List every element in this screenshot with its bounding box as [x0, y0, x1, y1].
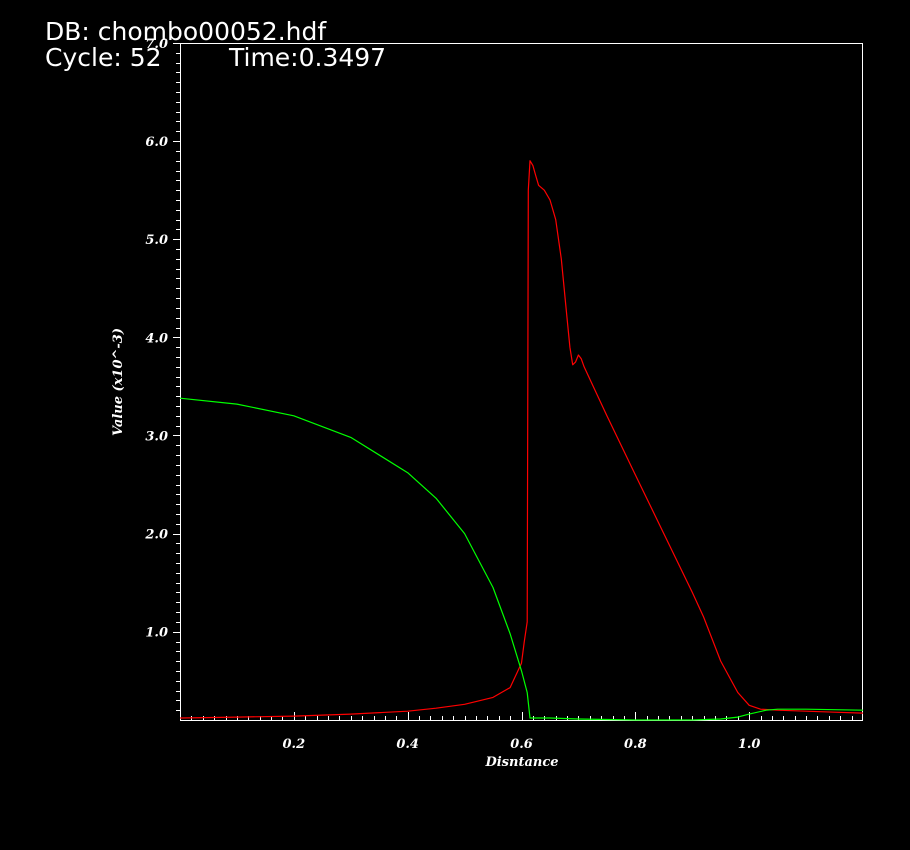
y-tick-label: 2.0 — [144, 528, 168, 543]
cycle-label: Cycle: 52 — [45, 43, 162, 72]
y-tick-label: 6.0 — [145, 135, 168, 150]
x-tick-label: 0.6 — [510, 737, 533, 752]
database-label: DB: chombo00052.hdf — [45, 17, 327, 46]
x-tick-label: 0.8 — [624, 737, 647, 752]
y-axis-title: Value (x10^-3) — [111, 328, 126, 436]
x-tick-label: 1.0 — [738, 737, 761, 752]
x-tick-label: 0.4 — [396, 737, 419, 752]
series-group — [179, 160, 864, 721]
green-series-line — [179, 397, 864, 721]
y-tick-label: 1.0 — [145, 626, 168, 641]
y-tick-label: 3.0 — [145, 429, 168, 444]
y-tick-label: 5.0 — [145, 233, 168, 248]
axis-ticks — [173, 43, 853, 720]
y-tick-label: 7.0 — [145, 37, 168, 52]
time-label: Time:0.3497 — [229, 43, 387, 72]
tick-labels: 0.2 0.4 0.6 0.8 1.0 1.0 2.0 3.0 4.0 5.0 6.0 7.0 — [144, 37, 760, 752]
x-axis-title: Disntance — [484, 755, 558, 770]
y-tick-label: 4.0 — [145, 331, 168, 346]
red-series-line — [179, 160, 864, 719]
x-tick-label: 0.2 — [283, 737, 306, 752]
plot-frame — [180, 43, 863, 721]
